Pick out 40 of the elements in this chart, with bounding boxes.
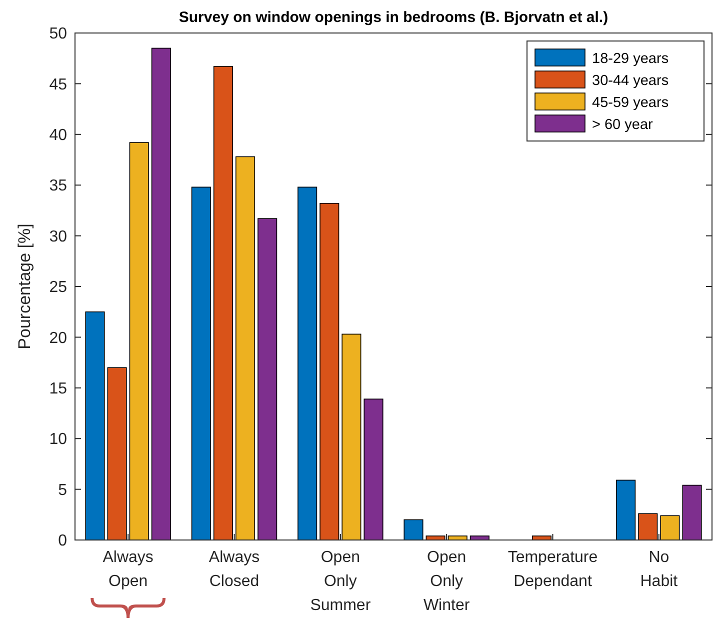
y-tick-label: 5 bbox=[58, 482, 68, 499]
legend-label: 18-29 years bbox=[592, 51, 669, 68]
bar bbox=[107, 367, 127, 540]
bar bbox=[616, 480, 636, 540]
y-tick-label: 45 bbox=[49, 76, 68, 94]
x-tick-label: No Habit bbox=[640, 549, 678, 590]
y-tick-label: 10 bbox=[49, 431, 68, 448]
legend-label: > 60 year bbox=[592, 117, 654, 134]
y-tick-label: 40 bbox=[49, 127, 68, 144]
y-tick-label: 20 bbox=[49, 330, 68, 347]
bar bbox=[638, 513, 658, 540]
x-tick-label: Open Only Winter bbox=[423, 549, 470, 614]
chart-title: Survey on window openings in bedrooms (B. Bjorvatn et al.) bbox=[178, 9, 608, 26]
bar bbox=[320, 202, 340, 540]
y-tick-label: 15 bbox=[49, 380, 68, 398]
legend-label: 30-44 years bbox=[592, 73, 669, 90]
bar bbox=[298, 186, 318, 540]
bar bbox=[660, 515, 680, 540]
bar bbox=[364, 398, 384, 540]
x-tick-label: Open Only Summer bbox=[310, 549, 372, 614]
bar bbox=[191, 186, 211, 540]
bar bbox=[85, 311, 105, 540]
y-tick-label: 0 bbox=[58, 532, 68, 550]
x-tick-label: Always Open bbox=[102, 549, 154, 590]
bar bbox=[404, 519, 424, 540]
y-tick-label: 50 bbox=[49, 26, 68, 43]
bar bbox=[236, 156, 256, 540]
bar bbox=[682, 484, 702, 540]
bar bbox=[213, 66, 233, 540]
bar bbox=[258, 218, 278, 540]
legend-label: 45-59 years bbox=[592, 95, 669, 112]
x-tick-label: Temperature Dependant bbox=[508, 549, 598, 590]
y-tick-label: 30 bbox=[49, 228, 68, 246]
bar bbox=[129, 142, 149, 540]
x-tick-label: Always Closed bbox=[208, 549, 260, 590]
bar bbox=[151, 48, 171, 540]
y-tick-label: 35 bbox=[49, 178, 68, 195]
y-axis-title: Pourcentage [%] bbox=[15, 224, 34, 350]
y-tick-label: 25 bbox=[49, 279, 68, 296]
bar bbox=[342, 334, 362, 540]
